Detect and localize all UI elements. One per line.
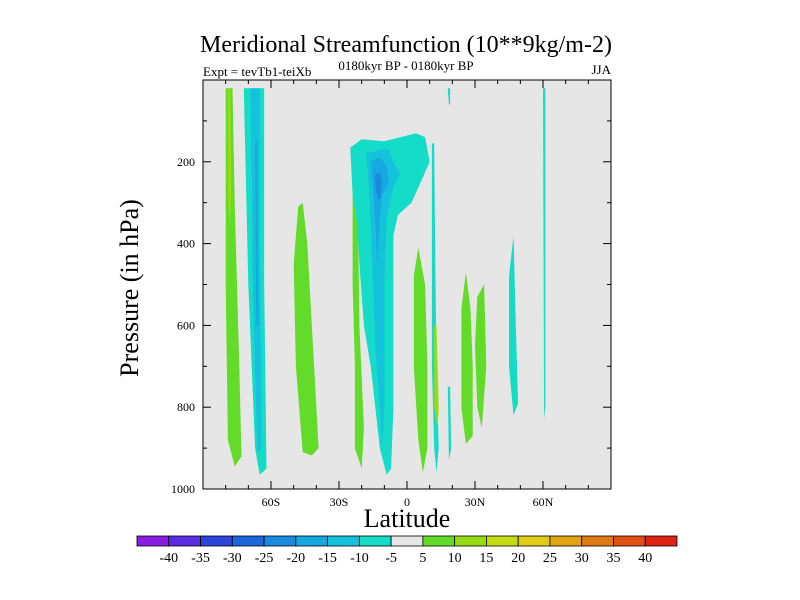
contour-region-17	[461, 272, 473, 444]
contour-region-10	[370, 157, 389, 265]
x-axis-label: Latitude	[364, 504, 451, 533]
y-tick-label: 400	[177, 237, 195, 251]
y-axis-label: Pressure (in hPa)	[115, 199, 144, 377]
colorbar-swatch	[454, 535, 487, 547]
colorbar-swatch	[327, 535, 360, 547]
y-tick-label: 600	[177, 318, 195, 332]
contour-region-16	[447, 386, 452, 461]
colorbar-label: -10	[350, 551, 369, 566]
colorbar-label: 35	[607, 551, 621, 566]
x-tick-label: 0	[404, 495, 410, 509]
chart-subtitle-center: 0180kyr BP - 0180kyr BP	[338, 58, 473, 73]
colorbar-swatch	[295, 535, 328, 547]
colorbar-label: 30	[575, 551, 589, 566]
contour-region-9	[366, 149, 401, 449]
colorbar-swatch	[549, 535, 583, 547]
colorbar-label: 25	[543, 551, 557, 566]
contour-region-4	[255, 141, 259, 326]
colorbar-swatch	[200, 535, 233, 547]
colorbar-label: -35	[191, 551, 210, 566]
colorbar-label: 40	[638, 551, 652, 566]
colorbar-label: -20	[286, 551, 305, 566]
colorbar-swatch	[422, 535, 456, 547]
x-tick-label: 60N	[533, 495, 554, 509]
contour-layer	[225, 88, 546, 475]
tick-layer: 60S 30S 0 30N 60N 200 400 600 800 1000	[171, 80, 611, 509]
chart-title: Meridional Streamfunction (10**9kg/m-2)	[200, 32, 612, 58]
colorbar-swatch	[390, 535, 424, 547]
y-tick-label: 200	[177, 155, 195, 169]
colorbar-swatch	[263, 535, 297, 547]
colorbar-swatch	[136, 535, 170, 547]
y-tick-label: 1000	[171, 482, 195, 496]
contour-region-19	[509, 235, 519, 416]
chart-subtitle-left: Expt = tevTb1-teiXb	[203, 64, 311, 79]
colorbar-label: -40	[159, 551, 178, 566]
colorbar-label: 10	[448, 551, 462, 566]
chart-subtitle-right: JJA	[591, 62, 611, 77]
colorbar: -40 -35 -30 -25 -20 -15 -10 -5 5 10 15 20 25 30 35 40	[136, 535, 678, 566]
contour-region-5	[293, 202, 319, 456]
colorbar-swatch	[644, 535, 678, 547]
colorbar-label: -5	[385, 551, 397, 566]
contour-region-8	[350, 133, 430, 475]
contour-region-6	[354, 325, 364, 469]
x-tick-label: 30N	[465, 495, 486, 509]
colorbar-label: -15	[318, 551, 337, 566]
contour-region-13	[413, 247, 428, 473]
colorbar-label: 20	[511, 551, 525, 566]
colorbar-swatch	[581, 535, 614, 547]
colorbar-swatch	[231, 535, 265, 547]
colorbar-label: -30	[223, 551, 242, 566]
colorbar-swatch	[168, 535, 201, 547]
colorbar-swatch	[517, 535, 551, 547]
colorbar-label: 5	[419, 551, 426, 566]
contour-region-18	[475, 284, 487, 428]
x-tick-label: 60S	[262, 495, 281, 509]
colorbar-swatch	[486, 535, 519, 547]
contour-region-11	[375, 172, 383, 199]
contour-region-1	[227, 88, 232, 224]
contour-region-15	[447, 88, 451, 105]
colorbar-swatch	[358, 535, 392, 547]
colorbar-label: 15	[479, 551, 493, 566]
x-tick-label: 30S	[330, 495, 349, 509]
colorbar-swatch	[613, 535, 646, 547]
y-tick-label: 800	[177, 400, 195, 414]
colorbar-label: -25	[255, 551, 274, 566]
contour-region-14	[434, 325, 439, 428]
contour-region-20	[543, 88, 546, 420]
